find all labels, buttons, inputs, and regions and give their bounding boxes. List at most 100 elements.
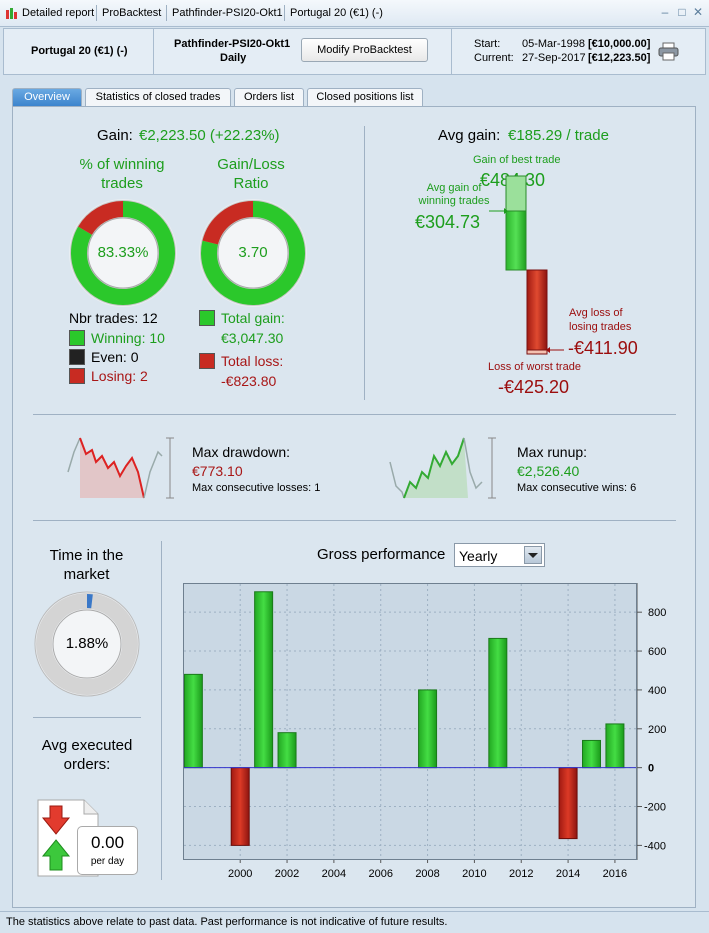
start-value: [€10,000.00]	[588, 38, 651, 50]
instrument-name: Portugal 20 (€1) (-)	[31, 45, 128, 57]
tab-overview[interactable]: Overview	[12, 88, 82, 106]
x-tick-label: 2012	[509, 868, 533, 880]
x-tick-label: 2004	[322, 868, 346, 880]
chart-bar	[582, 739, 602, 769]
tab-closed-positions-list[interactable]: Closed positions list	[307, 88, 423, 106]
gain-loss-title: Gain/Loss Ratio	[217, 156, 285, 192]
drawdown-label: Max drawdown:	[192, 444, 291, 460]
chart-bar	[277, 732, 297, 769]
printer-icon[interactable]	[658, 42, 680, 62]
minimize-icon[interactable]: –	[661, 5, 669, 19]
best-trade-label: Gain of best trade	[473, 154, 561, 166]
avg-loss-label: Avg loss of losing trades	[569, 307, 632, 333]
start-date: 05-Mar-1998	[522, 38, 585, 50]
current-date: 27-Sep-2017	[522, 52, 586, 64]
runup-label: Max runup:	[517, 444, 588, 460]
y-tick-label: 200	[648, 724, 666, 736]
gain-loss-value: 3.70	[238, 244, 268, 261]
losing-legend-icon	[69, 368, 85, 384]
pct-winning-value: 83.33%	[97, 244, 149, 261]
timeframe: Daily	[220, 52, 247, 64]
y-tick-label: -200	[644, 802, 666, 814]
avg-gain-bars	[489, 175, 564, 355]
chart-bar	[558, 767, 578, 840]
x-tick-label: 2014	[556, 868, 580, 880]
total-loss-legend-icon	[199, 353, 215, 369]
period-select-value: Yearly	[459, 548, 498, 564]
time-in-market-title: Time in the market	[49, 547, 124, 583]
y-tick-label: -400	[644, 840, 666, 852]
worst-trade-value: -€425.20	[498, 377, 570, 397]
winning-donut	[69, 199, 177, 307]
report-icon	[6, 8, 17, 19]
chevron-down-icon[interactable]	[524, 546, 542, 564]
current-label: Current:	[474, 52, 514, 64]
gain-label: Gain:	[97, 127, 133, 144]
tab-orders-list[interactable]: Orders list	[234, 88, 304, 106]
even-count: Even: 0	[91, 349, 139, 365]
crumb-probacktest: ProBacktest	[102, 7, 162, 19]
close-icon[interactable]: ✕	[692, 5, 704, 19]
gain-value: €2,223.50 (+22.23%)	[139, 127, 280, 144]
worst-trade-label: Loss of worst trade	[488, 361, 581, 373]
total-gain-label: Total gain:	[221, 310, 285, 326]
disclaimer: The statistics above relate to past data…	[0, 911, 709, 933]
y-tick-label: 0	[648, 763, 654, 775]
report-header: Portugal 20 (€1) (-) Pathfinder-PSI20-Ok…	[3, 28, 706, 75]
crumb-instrument: Portugal 20 (€1) (-)	[290, 7, 383, 19]
x-tick-label: 2000	[228, 868, 252, 880]
chart-bar	[605, 723, 625, 769]
start-label: Start:	[474, 38, 501, 50]
tab-statistics-closed-trades[interactable]: Statistics of closed trades	[85, 88, 231, 106]
crumb-system: Pathfinder-PSI20-Okt1	[172, 7, 283, 19]
chart-bar	[230, 767, 250, 846]
crumb-detailed-report: Detailed report	[22, 7, 95, 19]
avg-win-value: €304.73	[415, 212, 481, 232]
worst-trade-bar	[526, 349, 548, 355]
avg-orders-title: Avg executed orders:	[41, 737, 133, 773]
maximize-icon[interactable]: □	[678, 5, 686, 19]
avg-gain-value: €185.29 / trade	[508, 127, 609, 144]
system-name: Pathfinder-PSI20-Okt1	[174, 38, 291, 50]
chart-bar	[418, 689, 438, 769]
avg-win-bar	[505, 210, 527, 271]
gross-performance-chart	[183, 583, 637, 860]
winning-legend-icon	[69, 330, 85, 346]
instrument-cell: Portugal 20 (€1) (-)	[4, 29, 154, 74]
total-gain-value: €3,047.30	[221, 330, 284, 346]
runup-sparkline	[389, 437, 496, 499]
title-bar: Detailed report ProBacktest Pathfinder-P…	[0, 0, 709, 27]
time-in-market-donut	[34, 591, 140, 697]
x-tick-label: 2006	[368, 868, 392, 880]
current-value: [€12,223.50]	[588, 52, 651, 64]
modify-probacktest-button[interactable]: Modify ProBacktest	[301, 38, 428, 62]
y-tick-label: 600	[648, 646, 666, 658]
drawdown-consec: Max consecutive losses: 1	[192, 482, 321, 494]
avg-orders-box	[77, 826, 138, 875]
y-axis: -400 -200 0 200 400 600 800	[637, 583, 666, 860]
avg-loss-bar	[526, 269, 548, 355]
avg-orders-value: 0.00	[90, 833, 125, 852]
x-tick-label: 2016	[603, 868, 627, 880]
drawdown-value: €773.10	[192, 463, 243, 479]
gross-performance-title: Gross performance	[317, 546, 446, 563]
avg-gain-label: Avg gain:	[438, 127, 501, 144]
runup-consec: Max consecutive wins: 6	[517, 482, 637, 494]
system-cell: Pathfinder-PSI20-Okt1 Daily	[154, 29, 452, 74]
y-tick-label: 800	[648, 607, 666, 619]
chart-bar	[488, 637, 508, 769]
avg-win-label: Avg gain of winning trades	[418, 182, 490, 207]
chart-bar	[184, 673, 203, 769]
loss-arc	[201, 201, 305, 305]
y-tick-label: 400	[648, 685, 666, 697]
chart-bar	[254, 591, 274, 769]
avg-orders-unit: per day	[90, 856, 125, 867]
best-trade-bar	[505, 175, 527, 212]
period-select[interactable]: Yearly	[454, 543, 545, 567]
avg-loss-value: -€411.90	[568, 338, 638, 358]
x-tick-label: 2002	[275, 868, 299, 880]
chart-svg	[184, 584, 636, 859]
runup-value: €2,526.40	[517, 463, 580, 479]
nbr-trades: Nbr trades: 12	[69, 310, 158, 326]
x-axis: 2000 2002 2004 2006 2008 2010 2012 2014 2016	[228, 860, 627, 880]
